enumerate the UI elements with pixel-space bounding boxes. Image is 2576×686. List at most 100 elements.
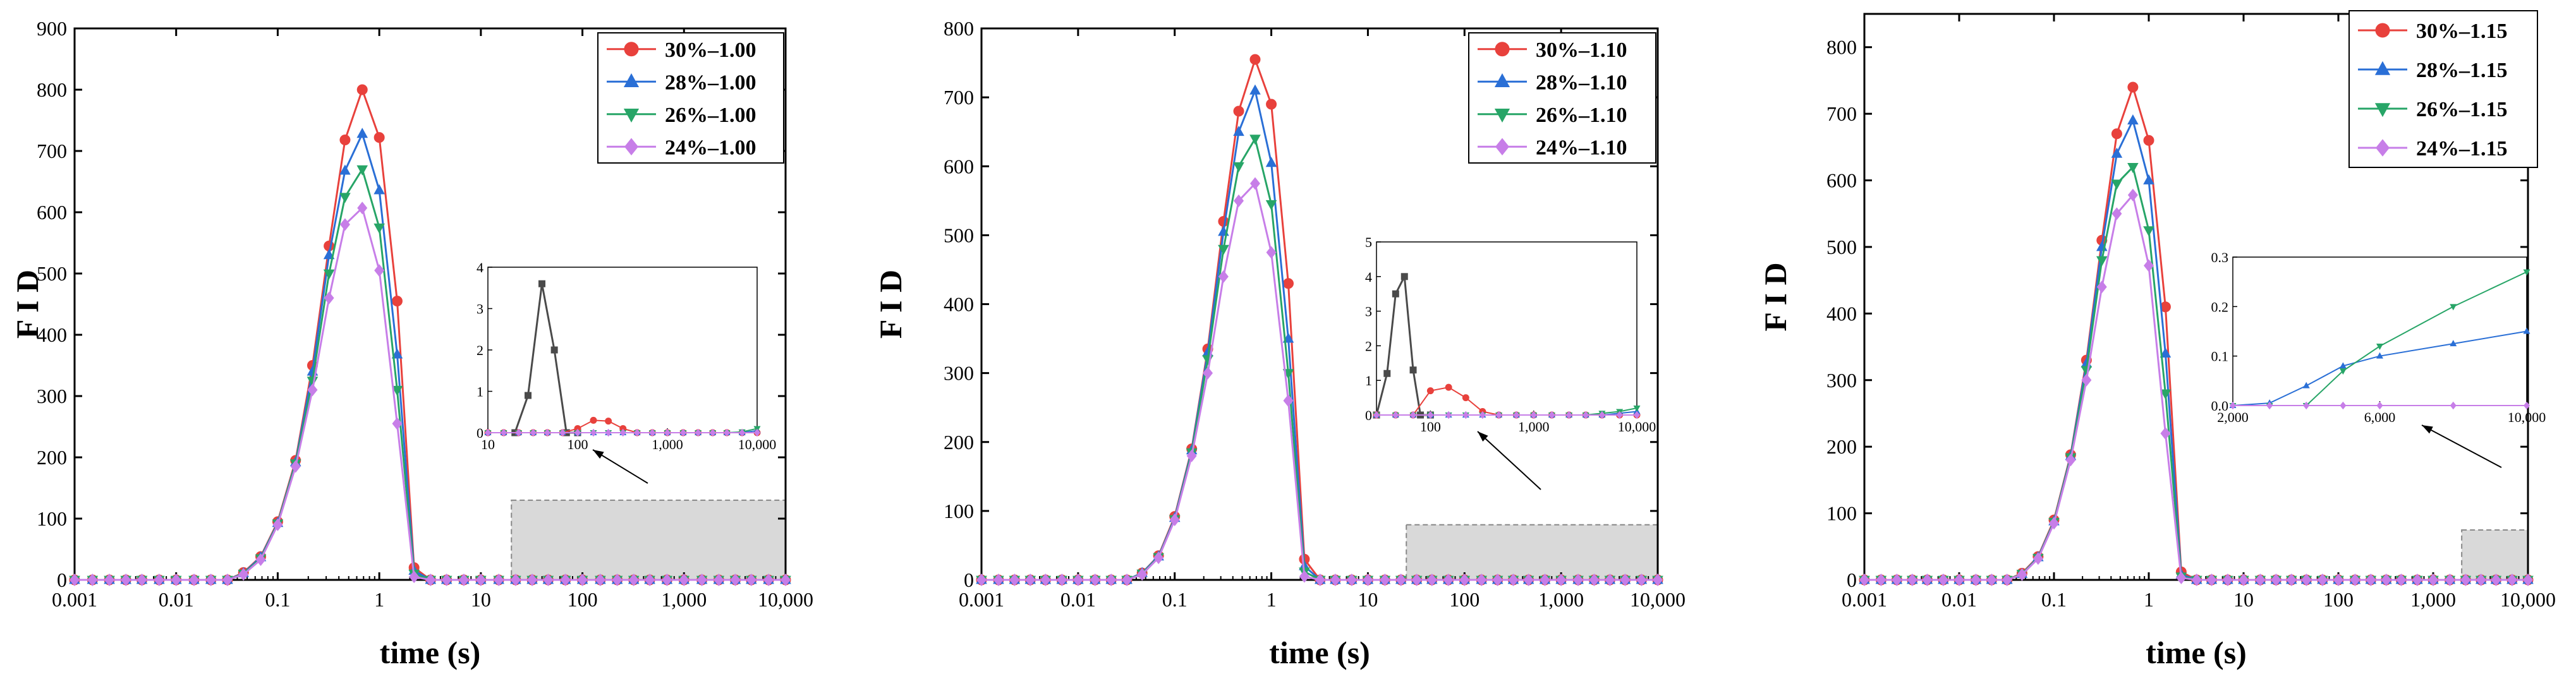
data-point-4	[104, 574, 115, 586]
data-point-2	[2127, 114, 2139, 125]
legend-label: 24%–1.15	[2416, 137, 2508, 160]
legend-marker	[624, 138, 638, 155]
shaded-zoom-region	[1406, 524, 1659, 581]
pointer-arrow-head	[593, 450, 604, 459]
panel-3: 0 100 200 300 400 500 600 700 800 0.001 0.01 0.1 1 10…	[1758, 10, 2556, 670]
inset-data-point-4	[739, 428, 746, 437]
data-point-4	[494, 574, 504, 586]
data-point-4	[2381, 574, 2391, 586]
legend-marker	[1495, 42, 1510, 57]
data-point-4	[696, 574, 707, 586]
y-tick-label: 300	[944, 362, 974, 385]
data-point-3	[323, 269, 335, 280]
x-tick-label: 10	[1358, 588, 1378, 611]
inset-data-point-4	[634, 428, 641, 437]
x-tick-label: 1	[1267, 588, 1277, 611]
data-point-4	[222, 574, 233, 586]
data-point-4	[543, 574, 554, 586]
inset-x-tick-label: 1,000	[652, 436, 683, 452]
data-point-2	[356, 128, 368, 138]
data-point-4	[1922, 574, 1933, 586]
data-point-3	[2127, 163, 2139, 174]
data-point-4	[137, 574, 147, 586]
y-tick-label: 100	[37, 507, 67, 530]
inset-x-tick-label: 6,000	[2364, 409, 2396, 425]
data-point-4	[441, 574, 452, 586]
x-tick-label: 0.01	[159, 588, 194, 611]
data-point-4	[255, 553, 266, 566]
inset-data-point-1	[1462, 394, 1469, 402]
data-point-4	[1057, 574, 1067, 586]
inset-data-point-4	[1583, 411, 1589, 419]
data-point-4	[730, 574, 741, 586]
inset-data-point-4	[1495, 411, 1502, 419]
data-point-4	[2049, 517, 2059, 530]
data-point-2	[1265, 157, 1277, 167]
data-point-4	[2206, 574, 2217, 586]
inset-data-point-4	[1565, 411, 1572, 419]
data-point-4	[2111, 207, 2122, 220]
data-point-4	[2239, 574, 2249, 586]
data-point-3	[391, 385, 403, 396]
data-point-1	[2127, 81, 2139, 93]
legend-label: 30%–1.00	[665, 39, 756, 62]
legend-label: 26%–1.15	[2416, 98, 2508, 121]
x-tick-label: 100	[2323, 588, 2354, 611]
inset-data-point-4	[1513, 411, 1520, 419]
inset-x-tick-label: 10,000	[738, 436, 777, 452]
y-tick-label: 800	[37, 78, 67, 101]
data-point-4	[510, 574, 521, 586]
data-point-4	[1249, 177, 1260, 190]
legend-marker	[1494, 108, 1510, 123]
y-tick-label: 700	[1826, 102, 1857, 125]
x-tick-label: 100	[1449, 588, 1479, 611]
data-point-4	[1203, 366, 1213, 380]
inset-data-point-4	[1616, 411, 1623, 419]
x-tick-label: 0.01	[1060, 588, 1096, 611]
data-point-4	[2176, 571, 2187, 584]
data-point-4	[1636, 574, 1647, 586]
inset-data-point-3	[2230, 401, 2236, 410]
inset-data-point-1	[1426, 387, 1434, 395]
y-tick-label: 700	[944, 86, 974, 109]
x-axis-label: time (s)	[2146, 635, 2247, 670]
inset-x-tick-label: 1,000	[1518, 419, 1550, 435]
data-point-4	[121, 574, 131, 586]
inset-data-point-4	[1598, 411, 1605, 419]
y-tick-label: 300	[37, 385, 67, 407]
inset-data-point-4	[1530, 411, 1537, 419]
data-point-2	[339, 164, 351, 175]
legend-marker	[624, 42, 639, 57]
inset-y-tick-label: 0	[1365, 407, 1372, 423]
data-point-4	[2396, 574, 2407, 586]
data-point-4	[527, 574, 538, 586]
legend-marker	[623, 108, 640, 123]
data-point-4	[1954, 574, 1964, 586]
data-point-4	[1573, 574, 1584, 586]
y-tick-label: 0	[57, 569, 67, 591]
data-point-4	[1009, 574, 1020, 586]
data-point-1	[391, 296, 403, 307]
inset-data-point-4	[590, 428, 597, 437]
data-point-4	[2460, 574, 2471, 586]
inset-frame	[487, 267, 758, 433]
data-point-4	[374, 264, 385, 277]
data-point-4	[714, 574, 724, 586]
inset-data-point-4	[1373, 411, 1380, 419]
data-point-4	[1876, 574, 1886, 586]
data-point-2	[1249, 84, 1261, 95]
data-point-4	[1266, 246, 1277, 259]
data-point-4	[1346, 574, 1357, 586]
x-axis-label: time (s)	[1269, 635, 1370, 670]
y-axis-label: F I D	[9, 270, 45, 339]
data-point-4	[976, 574, 987, 586]
y-tick-label: 500	[37, 262, 67, 285]
data-point-4	[2350, 574, 2360, 586]
legend-marker	[2374, 61, 2391, 75]
inset-x-tick-label: 10,000	[2508, 409, 2546, 425]
data-point-4	[1443, 574, 1454, 586]
shaded-zoom-region	[511, 499, 786, 581]
inset-y-tick-label: 0.1	[2211, 349, 2229, 364]
inset-plot: 0 1 2 3 4 10 100 1,000 10,000	[477, 260, 776, 452]
x-tick-label: 0.001	[1842, 588, 1887, 611]
